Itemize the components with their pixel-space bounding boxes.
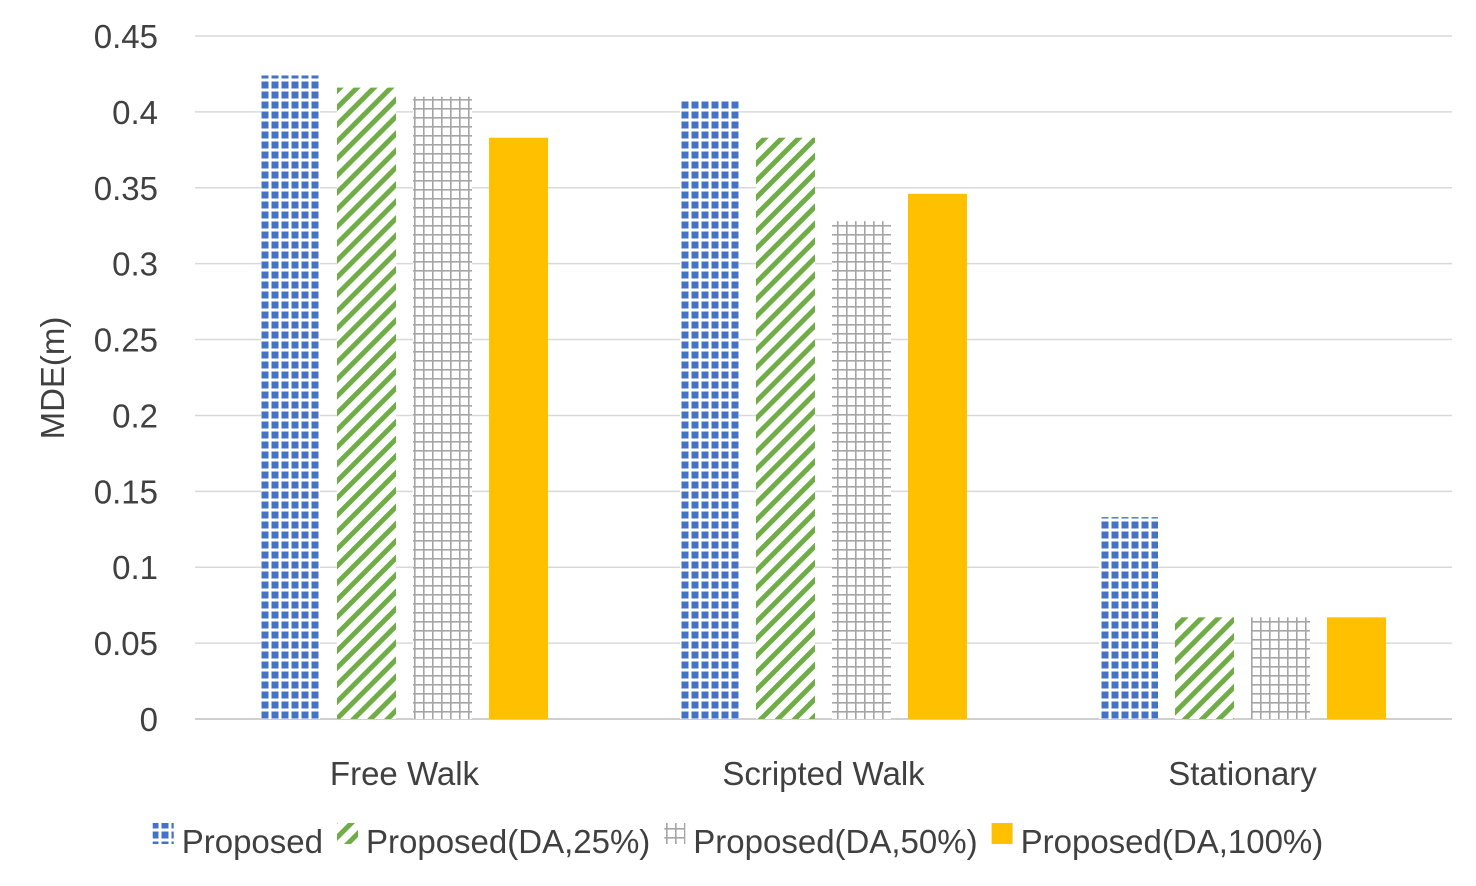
bar-scripted-walk-series-2 — [832, 221, 891, 719]
bar-stationary-series-0 — [1099, 517, 1158, 719]
bar-free-walk-series-0 — [261, 75, 320, 719]
y-tick-label: 0 — [140, 701, 158, 738]
y-tick-label: 0.4 — [112, 94, 158, 131]
bar-scripted-walk-series-3 — [908, 193, 967, 720]
legend-label: Proposed(DA,25%) — [366, 823, 650, 860]
legend-label: Proposed(DA,100%) — [1021, 823, 1324, 860]
legend-swatch — [336, 823, 358, 844]
legend-item[interactable]: Proposed(DA,50%) — [664, 823, 978, 860]
x-tick-label: Scripted Walk — [722, 755, 925, 792]
legend-item[interactable]: Proposed(DA,100%) — [991, 823, 1324, 860]
gridlines — [195, 35, 1452, 720]
y-tick-label: 0.45 — [94, 18, 158, 55]
bar-stationary-series-1 — [1175, 617, 1234, 719]
y-tick-label: 0.35 — [94, 170, 158, 207]
x-axis-ticks: Free Walk Scripted Walk Stationary — [330, 755, 1317, 792]
legend-label: Proposed — [182, 823, 323, 860]
legend-swatch — [991, 823, 1013, 844]
legend-label: Proposed(DA,50%) — [693, 823, 977, 860]
y-tick-label: 0.1 — [112, 549, 158, 586]
y-tick-label: 0.15 — [94, 473, 158, 510]
legend-item[interactable]: Proposed(DA,25%) — [336, 823, 650, 860]
bar-free-walk-series-3 — [489, 137, 548, 720]
legend-swatch — [152, 823, 174, 844]
bar-free-walk-series-2 — [413, 96, 472, 719]
x-tick-label: Stationary — [1168, 755, 1317, 792]
legend[interactable]: Proposed Proposed(DA,25%) Proposed(DA,50%)… — [152, 823, 1324, 860]
bar-stationary-series-2 — [1251, 617, 1310, 719]
y-tick-label: 0.25 — [94, 322, 158, 359]
bars — [261, 75, 1386, 720]
y-axis-title: MDE(m) — [34, 317, 71, 440]
bar-stationary-series-3 — [1327, 617, 1386, 719]
y-axis-ticks: 0 0.05 0.1 0.15 0.2 0.25 0.3 0.35 0.4 0.45 — [94, 18, 158, 738]
bar-scripted-walk-series-1 — [756, 137, 815, 720]
y-tick-label: 0.3 — [112, 246, 158, 283]
bar-free-walk-series-1 — [337, 87, 396, 720]
x-tick-label: Free Walk — [330, 755, 480, 792]
legend-swatch — [664, 823, 686, 844]
bar-scripted-walk-series-0 — [680, 101, 739, 719]
y-tick-label: 0.2 — [112, 397, 158, 434]
legend-item[interactable]: Proposed — [152, 823, 323, 860]
y-tick-label: 0.05 — [94, 625, 158, 662]
